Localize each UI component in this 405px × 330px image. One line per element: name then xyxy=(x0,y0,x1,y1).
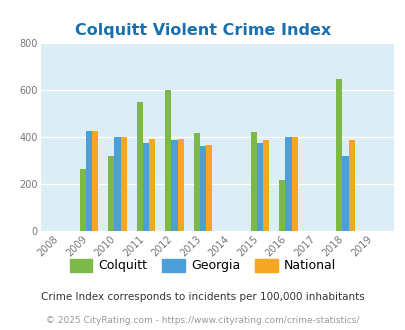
Bar xyxy=(114,137,120,231)
Bar xyxy=(206,145,212,231)
Bar xyxy=(86,131,92,231)
Text: Colquitt Violent Crime Index: Colquitt Violent Crime Index xyxy=(75,23,330,38)
Bar xyxy=(149,139,155,231)
Text: Crime Index corresponds to incidents per 100,000 inhabitants: Crime Index corresponds to incidents per… xyxy=(41,292,364,302)
Bar xyxy=(291,137,297,231)
Bar xyxy=(335,79,341,231)
Bar xyxy=(199,147,206,231)
Bar xyxy=(165,90,171,231)
Bar xyxy=(136,102,143,231)
Text: © 2025 CityRating.com - https://www.cityrating.com/crime-statistics/: © 2025 CityRating.com - https://www.city… xyxy=(46,315,359,325)
Bar xyxy=(143,143,149,231)
Bar xyxy=(171,141,177,231)
Bar xyxy=(278,181,285,231)
Bar xyxy=(285,137,291,231)
Bar xyxy=(177,139,183,231)
Bar xyxy=(193,133,199,231)
Bar xyxy=(120,137,127,231)
Bar xyxy=(108,156,114,231)
Bar xyxy=(347,141,354,231)
Bar xyxy=(256,143,262,231)
Bar xyxy=(250,132,256,231)
Legend: Colquitt, Georgia, National: Colquitt, Georgia, National xyxy=(64,254,341,278)
Bar xyxy=(79,169,86,231)
Bar xyxy=(341,156,347,231)
Bar xyxy=(92,131,98,231)
Bar xyxy=(262,141,269,231)
